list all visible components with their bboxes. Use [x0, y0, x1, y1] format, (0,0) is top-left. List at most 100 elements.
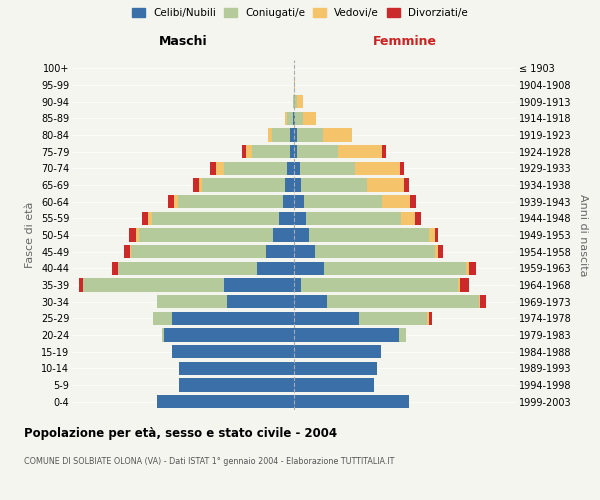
Bar — [469, 262, 476, 275]
Bar — [242, 145, 246, 158]
Bar — [294, 345, 382, 358]
Bar — [172, 345, 294, 358]
Bar — [294, 95, 297, 108]
Bar — [193, 178, 199, 192]
Bar — [294, 312, 359, 325]
Bar — [290, 145, 294, 158]
Bar — [309, 228, 428, 241]
Bar — [136, 228, 139, 241]
Bar — [428, 312, 433, 325]
Bar — [152, 212, 279, 225]
Legend: Celibi/Nubili, Coniugati/e, Vedovi/e, Divorziati/e: Celibi/Nubili, Coniugati/e, Vedovi/e, Di… — [132, 8, 468, 18]
Bar — [178, 195, 283, 208]
Bar — [124, 245, 130, 258]
Bar — [287, 162, 294, 175]
Bar — [301, 178, 367, 192]
Bar — [148, 212, 152, 225]
Bar — [434, 228, 437, 241]
Bar — [294, 145, 297, 158]
Bar — [367, 178, 404, 192]
Bar — [297, 128, 323, 141]
Bar — [338, 145, 382, 158]
Bar — [273, 228, 294, 241]
Bar — [217, 162, 224, 175]
Bar — [294, 378, 374, 392]
Bar — [355, 162, 400, 175]
Bar — [268, 128, 272, 141]
Bar — [266, 245, 294, 258]
Bar — [294, 128, 297, 141]
Bar — [300, 162, 355, 175]
Bar — [285, 178, 294, 192]
Bar — [404, 178, 409, 192]
Bar — [401, 212, 415, 225]
Bar — [481, 295, 487, 308]
Bar — [227, 295, 294, 308]
Y-axis label: Fasce di età: Fasce di età — [25, 202, 35, 268]
Bar — [179, 362, 294, 375]
Bar — [294, 328, 399, 342]
Bar — [293, 95, 294, 108]
Bar — [224, 278, 294, 291]
Bar — [294, 228, 309, 241]
Bar — [434, 245, 437, 258]
Bar — [382, 195, 410, 208]
Text: Maschi: Maschi — [158, 36, 208, 49]
Bar — [301, 278, 458, 291]
Bar — [328, 295, 479, 308]
Bar — [79, 278, 83, 291]
Bar — [285, 112, 287, 125]
Bar — [211, 162, 217, 175]
Bar — [479, 295, 481, 308]
Bar — [294, 245, 315, 258]
Bar — [437, 245, 443, 258]
Bar — [290, 128, 294, 141]
Bar — [293, 112, 294, 125]
Bar — [458, 278, 460, 291]
Bar — [297, 145, 338, 158]
Bar — [306, 212, 401, 225]
Bar — [382, 145, 386, 158]
Bar — [294, 78, 295, 92]
Bar — [174, 195, 178, 208]
Bar — [466, 262, 469, 275]
Bar — [323, 128, 352, 141]
Bar — [142, 212, 148, 225]
Bar — [410, 195, 416, 208]
Bar — [168, 195, 174, 208]
Bar — [202, 178, 285, 192]
Text: Femmine: Femmine — [373, 36, 437, 49]
Bar — [246, 145, 252, 158]
Bar — [315, 245, 434, 258]
Bar — [460, 278, 469, 291]
Bar — [179, 378, 294, 392]
Bar — [297, 95, 303, 108]
Bar — [157, 395, 294, 408]
Bar — [323, 262, 466, 275]
Bar — [399, 328, 406, 342]
Bar — [294, 278, 301, 291]
Bar — [172, 312, 294, 325]
Text: Popolazione per età, sesso e stato civile - 2004: Popolazione per età, sesso e stato civil… — [24, 428, 337, 440]
Bar — [154, 312, 172, 325]
Bar — [272, 128, 290, 141]
Bar — [294, 178, 301, 192]
Y-axis label: Anni di nascita: Anni di nascita — [578, 194, 588, 276]
Bar — [294, 262, 323, 275]
Bar — [295, 112, 303, 125]
Bar — [118, 262, 257, 275]
Text: COMUNE DI SOLBIATE OLONA (VA) - Dati ISTAT 1° gennaio 2004 - Elaborazione TUTTIT: COMUNE DI SOLBIATE OLONA (VA) - Dati IST… — [24, 458, 394, 466]
Bar — [294, 395, 409, 408]
Bar — [112, 262, 118, 275]
Bar — [294, 162, 300, 175]
Bar — [294, 212, 306, 225]
Bar — [164, 328, 294, 342]
Bar — [161, 328, 164, 342]
Bar — [129, 228, 136, 241]
Bar — [224, 162, 287, 175]
Bar — [130, 245, 131, 258]
Bar — [131, 245, 266, 258]
Bar — [157, 295, 227, 308]
Bar — [415, 212, 421, 225]
Bar — [359, 312, 427, 325]
